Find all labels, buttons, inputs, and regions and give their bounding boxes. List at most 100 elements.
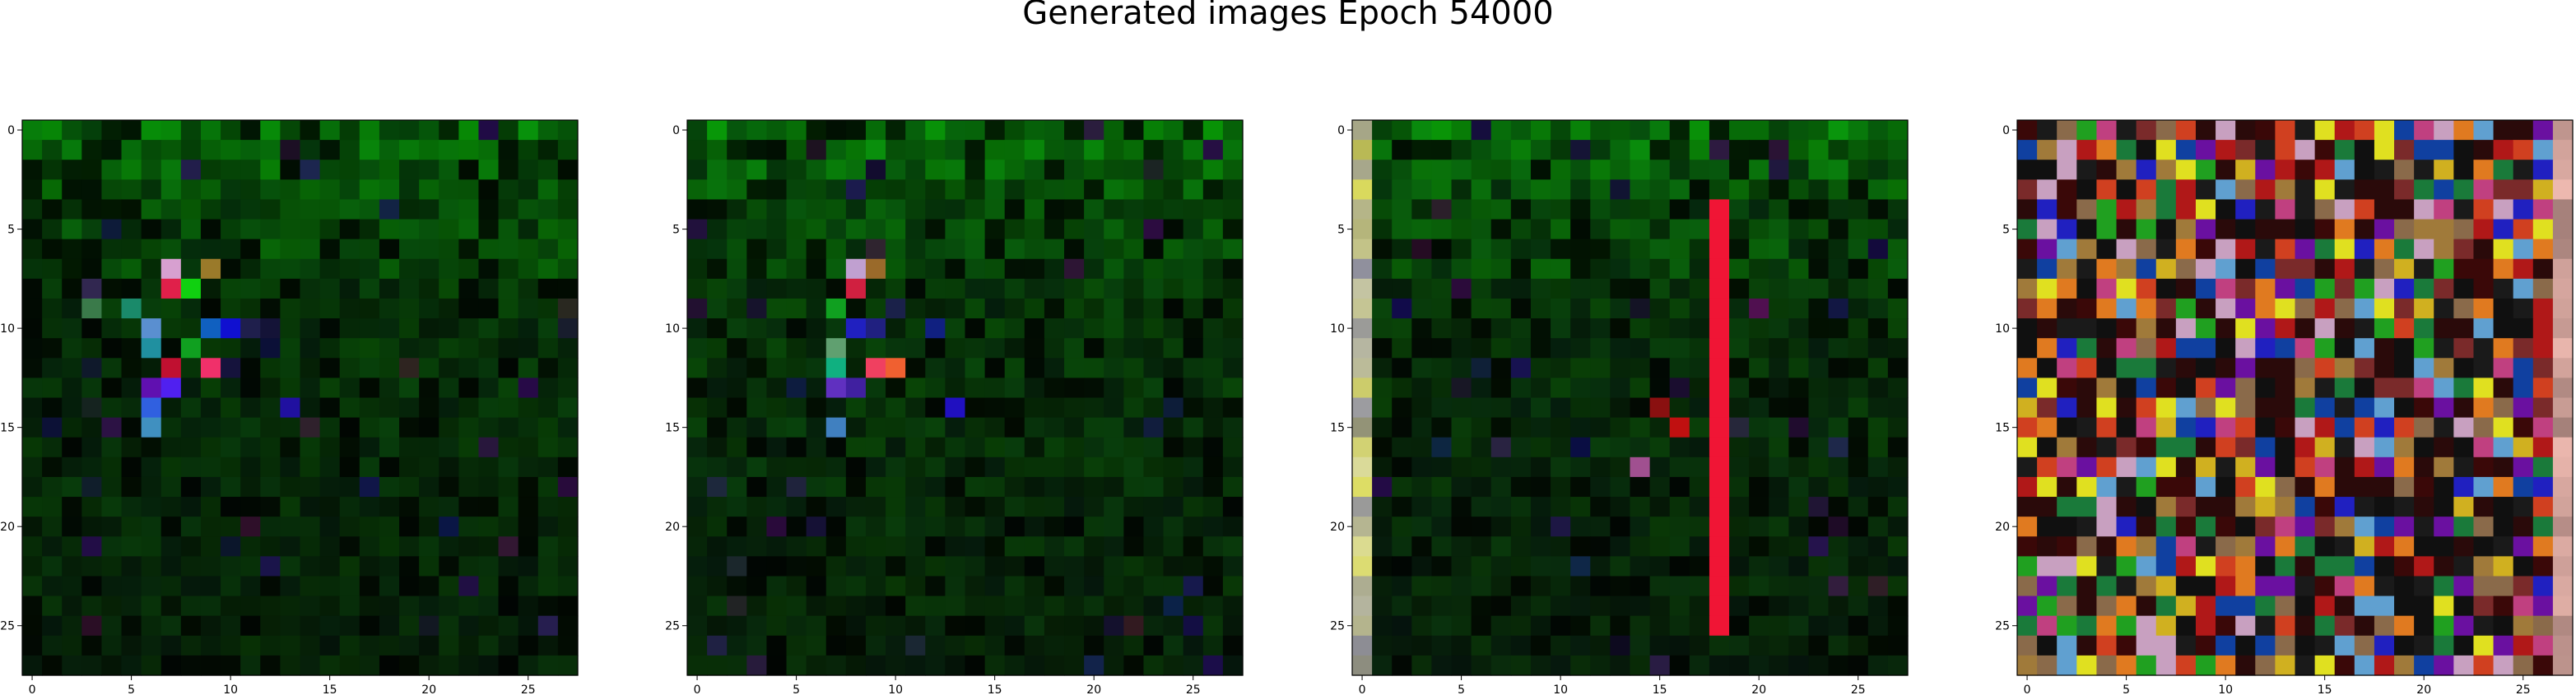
pixel-cell xyxy=(419,595,439,617)
pixel-cell xyxy=(2493,556,2514,577)
pixel-cell xyxy=(1123,239,1145,260)
pixel-cell xyxy=(1392,199,1412,220)
pixel-cell xyxy=(458,160,480,180)
pixel-cell xyxy=(1530,160,1551,180)
pixel-cell xyxy=(965,140,986,160)
pixel-cell xyxy=(2354,278,2375,299)
pixel-cell xyxy=(62,160,82,180)
pixel-cell xyxy=(1570,298,1591,319)
pixel-cell xyxy=(945,576,966,597)
pixel-cell xyxy=(42,635,63,656)
pixel-cell xyxy=(2116,615,2137,637)
pixel-cell xyxy=(1808,258,1830,280)
pixel-cell xyxy=(2057,358,2077,378)
pixel-cell xyxy=(498,278,519,299)
pixel-cell xyxy=(766,536,788,557)
x-tick-label: 20 xyxy=(1751,683,1766,695)
pixel-cell xyxy=(1490,298,1512,319)
pixel-cell xyxy=(905,655,926,676)
pixel-cell xyxy=(2552,417,2574,438)
pixel-cell xyxy=(2374,556,2395,577)
pixel-cell xyxy=(2175,258,2197,280)
pixel-cell xyxy=(62,417,82,438)
pixel-cell xyxy=(2195,437,2216,458)
pixel-cell xyxy=(727,417,747,438)
pixel-cell xyxy=(1451,655,1472,676)
pixel-cell xyxy=(2295,219,2316,240)
pixel-cell xyxy=(2175,615,2197,637)
pixel-cell xyxy=(1143,199,1165,220)
pixel-cell xyxy=(2334,179,2355,201)
pixel-cell xyxy=(1392,497,1412,517)
pixel-cell xyxy=(319,378,341,399)
pixel-cell xyxy=(42,199,63,220)
pixel-cell xyxy=(1530,120,1551,141)
pixel-cell xyxy=(121,615,142,637)
pixel-cell xyxy=(2116,595,2137,617)
pixel-cell xyxy=(200,595,221,617)
pixel-cell xyxy=(1123,278,1145,299)
pixel-cell xyxy=(2532,160,2554,180)
pixel-cell xyxy=(1372,536,1393,557)
pixel-cell xyxy=(160,536,182,557)
pixel-cell xyxy=(2453,476,2475,498)
pixel-cell xyxy=(2334,258,2355,280)
pixel-cell xyxy=(537,278,559,299)
pixel-cell xyxy=(2354,239,2375,260)
pixel-cell xyxy=(359,556,380,577)
pixel-cell xyxy=(2314,397,2336,419)
pixel-cell xyxy=(2076,556,2098,577)
pixel-cell xyxy=(1202,278,1224,299)
pixel-cell xyxy=(121,358,142,378)
pixel-cell xyxy=(707,199,728,220)
pixel-cell xyxy=(845,160,867,180)
pixel-cell xyxy=(1431,655,1453,676)
pixel-cell xyxy=(2037,556,2058,577)
pixel-cell xyxy=(1709,556,1730,577)
pixel-cell xyxy=(2057,219,2077,240)
pixel-cell xyxy=(2493,536,2514,557)
pixel-cell xyxy=(260,318,281,339)
pixel-cell xyxy=(2453,358,2475,378)
pixel-cell xyxy=(399,160,420,180)
pixel-cell xyxy=(1222,318,1244,339)
pixel-cell xyxy=(2017,417,2038,438)
pixel-cell xyxy=(886,417,906,438)
pixel-cell xyxy=(1689,278,1710,299)
pixel-cell xyxy=(1669,298,1690,319)
pixel-cell xyxy=(439,358,459,378)
pixel-cell xyxy=(1828,635,1849,656)
pixel-cell xyxy=(945,120,966,141)
pixel-cell xyxy=(160,397,182,419)
pixel-cell xyxy=(2096,456,2118,478)
pixel-cell xyxy=(1709,219,1730,240)
pixel-cell xyxy=(1709,437,1730,458)
pixel-cell xyxy=(707,318,728,339)
pixel-cell xyxy=(2136,655,2157,676)
pixel-cell xyxy=(1202,497,1224,517)
pixel-cell xyxy=(1610,338,1631,359)
pixel-cell xyxy=(1372,556,1393,577)
pixel-cell xyxy=(280,298,301,319)
pixel-cell xyxy=(1788,179,1810,201)
pixel-cell xyxy=(399,239,420,260)
pixel-cell xyxy=(2453,595,2475,617)
pixel-cell xyxy=(1530,298,1551,319)
pixel-cell xyxy=(1222,358,1244,378)
pixel-cell xyxy=(339,140,360,160)
pixel-cell xyxy=(359,338,380,359)
pixel-cell xyxy=(1729,497,1750,517)
pixel-cell xyxy=(200,397,221,419)
pixel-cell xyxy=(2155,595,2177,617)
pixel-cell xyxy=(965,338,986,359)
pixel-cell xyxy=(2314,576,2336,597)
pixel-cell xyxy=(2037,397,2058,419)
pixel-cell xyxy=(101,397,123,419)
pixel-cell xyxy=(905,199,926,220)
pixel-cell xyxy=(1222,536,1244,557)
pixel-cell xyxy=(1411,536,1433,557)
pixel-cell xyxy=(62,517,82,537)
pixel-cell xyxy=(2017,536,2038,557)
pixel-cell xyxy=(1084,160,1104,180)
pixel-cell xyxy=(1570,239,1591,260)
